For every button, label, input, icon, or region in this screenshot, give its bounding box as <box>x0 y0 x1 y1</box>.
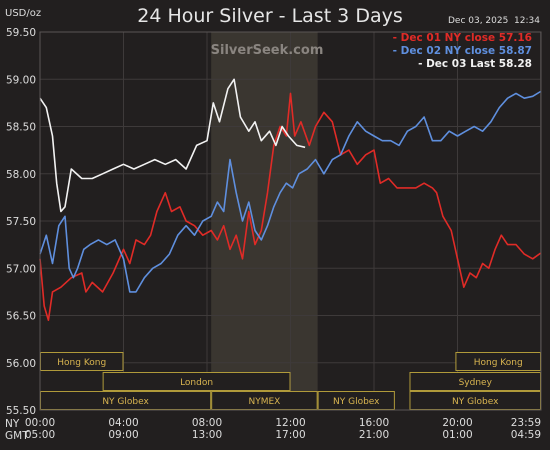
session-box: London <box>102 372 291 391</box>
series-line <box>39 92 542 321</box>
session-label: Sydney <box>459 378 493 388</box>
session-box: NYMEX <box>211 391 318 410</box>
legend-entry: - Dec 03 Last 58.28 <box>418 58 532 70</box>
x-tick-label-gmt: 01:00 <box>442 429 472 441</box>
x-tick-label-ny: 00:00 <box>25 417 55 429</box>
session-box: Hong Kong <box>40 352 124 371</box>
legend-entry: - Dec 01 NY close 57.16 <box>393 32 532 44</box>
session-box: NY Globex <box>317 391 395 410</box>
x-tick-label-ny: 16:00 <box>359 417 389 429</box>
session-box: NY Globex <box>409 391 541 410</box>
legend-entry: - Dec 02 NY close 58.87 <box>393 45 532 57</box>
series-line <box>39 90 542 293</box>
x-tick-label-ny: 23:59 <box>511 417 541 429</box>
chart-title: 24 Hour Silver - Last 3 Days <box>137 5 402 27</box>
x-tick-label-gmt: 09:00 <box>108 429 138 441</box>
session-box: NY Globex <box>40 391 212 410</box>
x-tick-label-ny: 12:00 <box>275 417 305 429</box>
x-axis-gmt-label: GMT <box>5 430 29 442</box>
y-tick-label: 58.00 <box>6 169 36 181</box>
session-label: NY Globex <box>333 397 380 407</box>
session-box: Sydney <box>409 372 541 391</box>
y-tick-label: 59.00 <box>6 74 36 86</box>
y-tick-label: 55.50 <box>6 405 36 417</box>
y-axis: 59.50 59.00 58.50 58.00 57.50 57.00 56.50 56.00… <box>6 27 36 417</box>
x-tick-label-gmt: 13:00 <box>192 429 222 441</box>
x-tick-label-ny: 04:00 <box>108 417 138 429</box>
session-label: NY Globex <box>452 397 499 407</box>
session-label: NY Globex <box>102 397 149 407</box>
chart-timestamp: Dec 03, 2025 12:34 <box>448 16 540 26</box>
session-box-frame <box>102 372 291 391</box>
y-tick-label: 57.00 <box>6 263 36 275</box>
x-tick-label-gmt: 21:00 <box>359 429 389 441</box>
y-tick-label: 58.50 <box>6 122 36 134</box>
chart-unit-label: USD/oz <box>5 8 41 19</box>
x-tick-label-gmt: 05:00 <box>25 429 55 441</box>
chart-legend: - Dec 01 NY close 57.16- Dec 02 NY close… <box>393 32 532 70</box>
series-line <box>39 78 306 213</box>
x-axis-ny-label: NY <box>5 418 20 430</box>
session-label: Hong Kong <box>474 358 523 368</box>
market-sessions: Hong Kong Hong Kong London Sydney NY Globex N… <box>40 352 542 410</box>
x-tick-label-ny: 08:00 <box>192 417 222 429</box>
session-label: NYMEX <box>248 397 280 407</box>
session-label: London <box>180 378 213 388</box>
x-tick-label-gmt: 17:00 <box>275 429 305 441</box>
session-label: Hong Kong <box>57 358 106 368</box>
y-tick-label: 56.50 <box>6 311 36 323</box>
y-tick-label: 57.50 <box>6 216 36 228</box>
plot-frame <box>39 31 542 411</box>
y-tick-label: 56.00 <box>6 358 36 370</box>
y-tick-label: 59.50 <box>6 27 36 39</box>
session-box: Hong Kong <box>455 352 542 371</box>
chart-watermark: SilverSeek.com <box>211 43 324 58</box>
x-tick-label-gmt: 04:59 <box>511 429 541 441</box>
series-lines <box>39 78 542 321</box>
x-tick-label-ny: 20:00 <box>442 417 472 429</box>
